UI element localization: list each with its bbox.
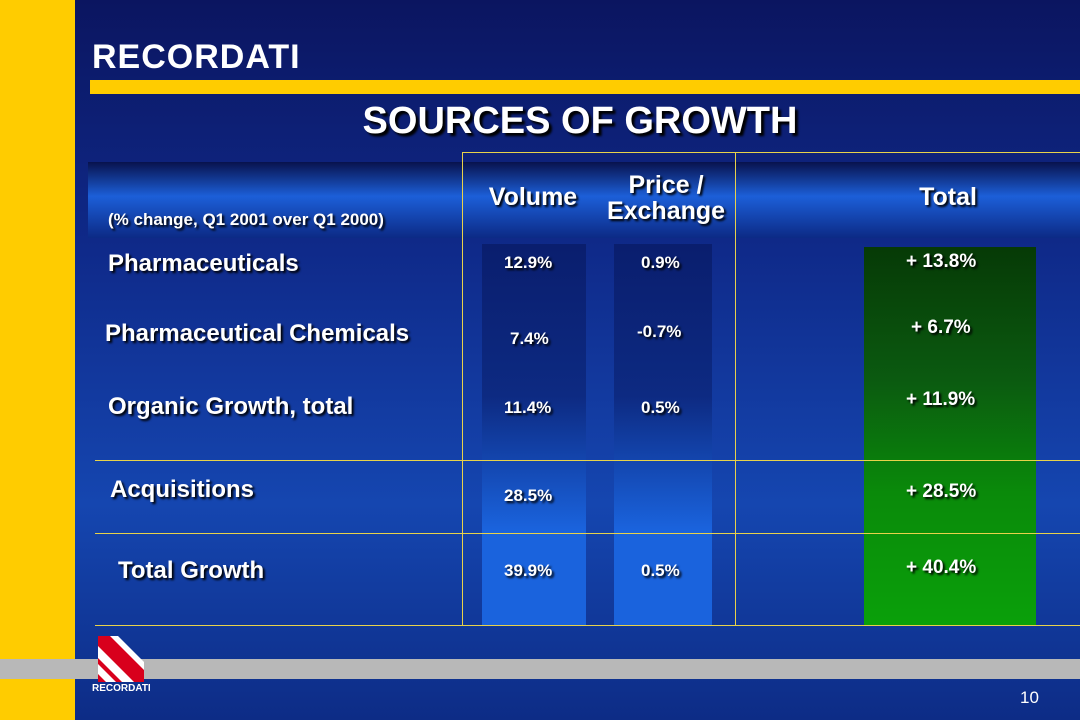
grid-line-row-5 (95, 533, 1080, 534)
grid-line-bottom (95, 625, 1080, 626)
cell-price-total-growth: 0.5% (641, 561, 680, 580)
grid-line-vertical-2 (735, 152, 736, 626)
row-label-organic-growth: Organic Growth, total (108, 393, 354, 420)
volume-column-header: Volume (488, 183, 578, 211)
row-label-pharmaceutical-chemicals: Pharmaceutical Chemicals (105, 320, 410, 347)
volume-column-bg (482, 244, 586, 625)
grid-line-header-top (462, 152, 1080, 153)
footer-gray-bar (0, 659, 1080, 679)
cell-price-pharmaceutical-chemicals: -0.7% (637, 322, 682, 341)
row-label-acquisitions: Acquisitions (110, 476, 255, 503)
left-yellow-bar (0, 0, 75, 720)
cell-volume-pharmaceuticals: 12.9% (504, 253, 553, 272)
recordati-logo: RECORDATI (92, 38, 301, 76)
row-label-pharmaceuticals: Pharmaceuticals (108, 250, 299, 277)
price-column-bg (614, 244, 712, 625)
cell-volume-acquisitions: 28.5% (504, 486, 553, 505)
header-rule (90, 80, 1080, 94)
cell-volume-total-growth: 39.9% (504, 561, 553, 580)
total-column-header: Total (919, 183, 977, 211)
grid-line-row-4 (95, 460, 1080, 461)
cell-volume-organic-growth: 11.4% (504, 398, 552, 417)
cell-price-pharmaceuticals: 0.9% (641, 253, 680, 272)
cell-total-pharmaceuticals: + 13.8% (906, 251, 977, 272)
total-column-bg (864, 247, 1036, 625)
table-header-band (88, 162, 1080, 238)
price-exchange-header-line1: Price / (628, 171, 704, 199)
cell-total-pharmaceutical-chemicals: + 6.7% (911, 317, 971, 338)
cell-total-total-growth: + 40.4% (906, 557, 977, 578)
cell-price-organic-growth: 0.5% (641, 398, 680, 417)
price-exchange-header-line2: Exchange (606, 197, 726, 225)
table-subtitle: (% change, Q1 2001 over Q1 2000) (108, 210, 384, 229)
cell-total-organic-growth: + 11.9% (906, 389, 976, 410)
price-exchange-column-header: Price / Exchange (594, 172, 738, 224)
slide-title: SOURCES OF GROWTH (362, 100, 798, 142)
cell-volume-pharmaceutical-chemicals: 7.4% (510, 329, 549, 348)
grid-line-vertical-1 (462, 152, 463, 626)
cell-total-acquisitions: + 28.5% (906, 481, 977, 502)
page-number: 10 (1020, 688, 1039, 707)
row-label-total-growth: Total Growth (118, 557, 265, 584)
recordati-emblem-icon (98, 636, 144, 682)
footer-logo-text: RECORDATI (92, 683, 151, 694)
